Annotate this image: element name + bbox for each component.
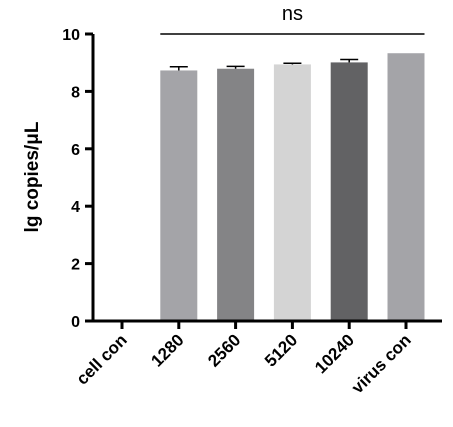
x-tick-label: 1280 [147,330,187,370]
x-tick-label: virus con [348,330,415,397]
y-tick-label: 0 [71,314,80,331]
bar [160,70,198,321]
y-tick-label: 6 [71,142,80,159]
bar [387,53,425,321]
x-tick-label: 5120 [261,330,301,370]
significance-label: ns [282,3,303,25]
x-tick-label: cell con [73,330,131,388]
y-tick-label: 4 [71,199,80,216]
y-ticks-group: 0 2 4 6 8 10 [62,27,93,331]
error-bars-group [169,58,359,71]
bars-group [160,53,425,322]
y-tick-label: 10 [62,27,80,44]
y-tick-label: 2 [71,257,80,274]
y-tick-label: 8 [71,84,80,101]
bar [330,62,368,322]
bar [273,64,311,321]
x-tick-label: 2560 [204,330,244,370]
x-tick-label: 10240 [311,330,358,377]
axes-group [91,34,442,323]
y-axis-title: lg copies/μL [22,121,43,232]
bar [217,68,255,322]
